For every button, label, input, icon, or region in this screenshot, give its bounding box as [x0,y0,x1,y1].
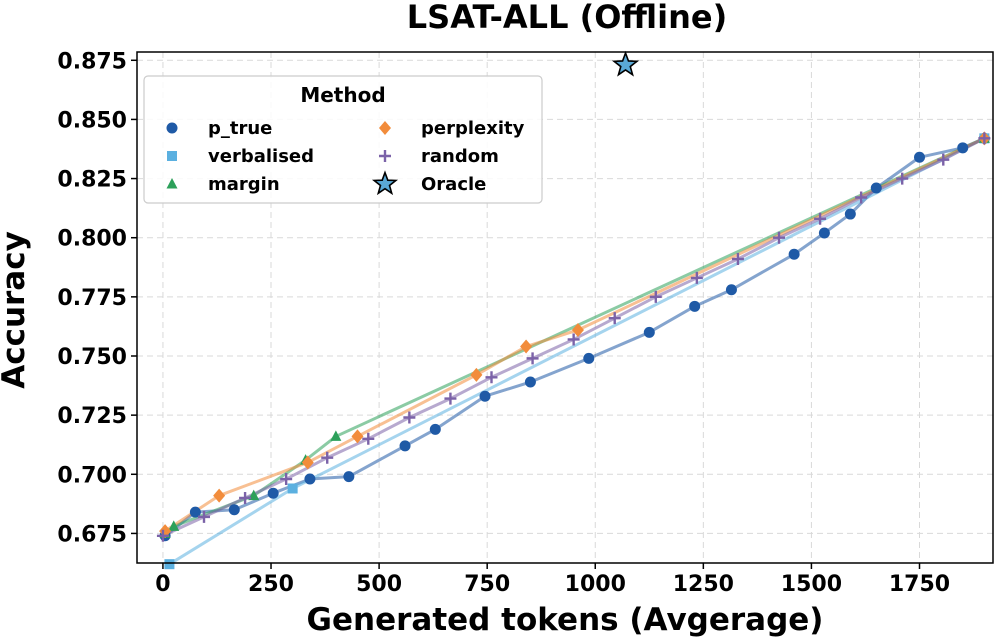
legend-marker-oracle [371,170,399,196]
data-point-p-true [870,182,882,194]
legend-label-margin: margin [208,174,280,195]
data-point-perplexity [520,339,533,354]
x-axis: 0 250 500 750 1000 1250 1500 1750 [155,563,950,597]
data-point-p-true [429,423,441,435]
plot-frame [136,51,994,564]
y-tick-label: 0.825 [57,168,127,193]
data-point-p-true [479,390,491,402]
data-point-random [773,231,785,244]
data-point-p-true [818,227,830,239]
data-point-p-true [267,487,279,499]
data-point-perplexity [571,322,584,337]
y-axis: 0.675 0.700 0.725 0.750 0.775 0.800 0.825 0.850… [57,49,137,547]
legend: Method p_true verbalised margin perplexity r… [143,75,543,204]
data-point-random [362,432,375,445]
x-tick-label: 0 [155,572,170,597]
legend-marker-p-true [166,122,178,134]
data-point-perplexity [470,367,483,382]
data-point-random [649,290,662,303]
data-point-verbalised [164,559,175,570]
data-point-oracle [611,50,640,77]
y-tick-label: 0.750 [57,345,127,370]
data-point-random [280,473,293,486]
data-point-p-true [643,326,655,338]
data-point-margin [330,430,342,441]
data-point-verbalised [287,483,298,494]
y-tick-label: 0.700 [57,463,127,488]
x-tick-label: 1500 [781,572,842,597]
y-tick-label: 0.850 [57,108,127,133]
y-tick-label: 0.800 [57,227,127,252]
data-point-random [526,352,539,365]
data-point-random [485,371,498,384]
legend-label-p-true: p_true [208,118,272,139]
data-point-random [978,132,991,145]
data-point-p-true [689,300,701,312]
y-tick-label: 0.675 [57,522,127,547]
data-point-p-true [524,376,536,388]
data-point-random [444,392,457,405]
x-tick-label: 750 [464,572,510,597]
data-point-p-true [844,208,856,220]
data-point-perplexity [213,488,226,503]
data-point-perplexity [351,429,364,444]
legend-box [143,75,543,204]
data-point-random [239,491,252,504]
legend-label-verbalised: verbalised [208,146,314,167]
data-point-random [731,253,744,266]
legend-label-oracle: Oracle [421,174,486,195]
data-point-random [156,529,169,542]
data-point-p-true [914,151,926,163]
data-point-margin [168,520,180,531]
data-point-random [855,191,868,204]
data-point-perplexity [301,455,314,470]
y-axis-label: Accuracy [0,231,32,389]
x-tick-label: 1000 [565,572,626,597]
data-point-random [690,271,703,284]
data-point-p-true [304,473,316,485]
data-point-random [937,153,950,166]
data-point-random [814,212,827,225]
y-tick-label: 0.775 [57,286,127,311]
y-tick-label: 0.725 [57,404,127,429]
data-point-random [403,411,416,424]
y-tick-label: 0.875 [57,49,127,74]
x-tick-label: 500 [356,572,402,597]
data-point-p-true [725,284,737,296]
legend-title: Method [300,83,385,107]
series-line-perplexity [164,136,985,533]
x-axis-label: Generated tokens (Avgerage) [307,602,824,638]
legend-marker-perplexity [379,121,391,135]
legend-marker-margin [166,178,178,189]
data-point-random [198,510,211,523]
series-markers [156,50,991,570]
data-point-random [321,451,334,464]
data-point-p-true [788,248,800,260]
data-point-p-true [583,352,595,364]
legend-label-random: random [421,146,499,167]
legend-marker-verbalised [167,151,177,161]
data-point-p-true [343,471,355,483]
data-point-p-true [228,504,240,516]
x-tick-label: 250 [248,572,294,597]
x-tick-label: 1750 [889,572,950,597]
data-point-random [608,312,621,325]
data-point-random [896,172,909,185]
data-point-p-true [957,142,969,154]
x-tick-label: 1250 [673,572,734,597]
legend-label-perplexity: perplexity [421,118,525,139]
legend-marker-random [379,150,391,162]
chart-title: LSAT-ALL (Offline) [407,0,727,36]
data-point-p-true [399,440,411,452]
data-point-random [567,333,580,346]
data-point-p-true [189,506,201,518]
